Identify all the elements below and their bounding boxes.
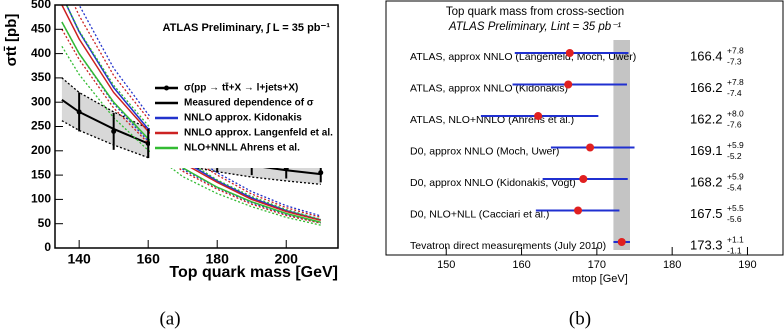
value-label: 166.2 <box>690 80 723 95</box>
panel-b: Top quark mass from cross-section ATLAS P… <box>385 0 784 285</box>
band-edge <box>61 28 321 224</box>
y-tick-label: 50 <box>38 216 52 230</box>
legend-swatch <box>164 85 169 91</box>
y-axis-label: σtt̄ [pb] <box>3 14 20 67</box>
legend-label: σ(pp → tt̄+X → l+jets+X) <box>184 82 298 94</box>
value-label: 166.4 <box>690 48 723 63</box>
y-tick-label: 500 <box>31 0 51 11</box>
error-high-label: +8.0 <box>727 108 744 118</box>
error-low-label: -5.4 <box>727 182 742 192</box>
title-bg <box>158 16 334 40</box>
point <box>145 141 151 147</box>
caption: (b) <box>569 308 591 329</box>
x-tick-label: 200 <box>275 251 299 267</box>
point <box>564 80 573 89</box>
x-axis-label: mtop [GeV] <box>572 273 628 285</box>
error-low-label: -1.1 <box>727 245 742 255</box>
error-low-label: -7.3 <box>727 56 742 66</box>
point <box>579 175 588 183</box>
value-label: 169.1 <box>690 143 723 158</box>
point <box>111 128 117 134</box>
value-label: 162.2 <box>690 111 723 126</box>
row-label: D0, approx NNLO (Moch, Uwer) <box>410 145 559 157</box>
y-tick-label: 0 <box>44 240 51 254</box>
x-tick-label: 180 <box>663 259 681 271</box>
point <box>586 143 595 152</box>
row-label: D0, NLO+NLL (Cacciari et al.) <box>410 208 549 220</box>
y-tick-label: 200 <box>31 143 51 157</box>
x-axis-label: Top quark mass [GeV] <box>169 264 338 281</box>
legend-label: Measured dependence of σ <box>184 98 314 109</box>
error-low-label: -7.6 <box>727 119 742 129</box>
x-tick-label: 160 <box>137 251 161 267</box>
x-tick-label: 170 <box>588 259 606 271</box>
error-high-label: +1.1 <box>727 234 744 244</box>
y-tick-label: 350 <box>31 70 51 84</box>
error-low-label: -5.2 <box>727 151 742 161</box>
chart-title: ATLAS Preliminary, ∫ L = 35 pb⁻¹ <box>163 22 331 34</box>
error-high-label: +5.9 <box>727 140 744 150</box>
y-tick-label: 100 <box>31 192 51 206</box>
x-tick-label: 140 <box>67 251 91 267</box>
x-tick-label: 160 <box>512 259 530 271</box>
point <box>76 109 82 115</box>
value-label: 168.2 <box>690 174 723 189</box>
panel-a: 0 50 100 150 200 250 300 350 400 450 500 140 160 180 2… <box>3 0 339 281</box>
y-tick-label: 250 <box>31 119 51 133</box>
point <box>574 206 583 215</box>
value-label: 173.3 <box>690 237 723 252</box>
legend-label: NNLO approx. Langenfeld et al. <box>184 128 333 139</box>
legend-label: NNLO approx. Kidonakis <box>184 113 302 124</box>
point <box>617 238 626 246</box>
x-tick-label: 190 <box>738 259 756 271</box>
x-tick-label: 150 <box>437 259 455 271</box>
error-high-label: +7.8 <box>727 77 744 87</box>
band-edge <box>73 5 321 219</box>
error-high-label: +5.9 <box>727 171 744 181</box>
error-high-label: +5.5 <box>727 203 744 213</box>
point <box>534 112 543 120</box>
value-label: 167.5 <box>690 206 723 221</box>
band <box>613 40 630 250</box>
error-low-label: -5.6 <box>727 214 742 224</box>
legend-label: NLO+NNLL Ahrens et al. <box>184 143 300 154</box>
error-low-label: -7.4 <box>727 88 742 98</box>
caption: (a) <box>159 308 180 329</box>
y-tick-label: 150 <box>31 167 51 181</box>
frame <box>385 0 784 256</box>
point <box>318 170 324 176</box>
y-tick-label: 300 <box>31 94 51 108</box>
point <box>565 49 574 57</box>
row-label: Tevatron direct measurements (July 2010) <box>410 240 606 252</box>
legend-bg <box>150 80 336 168</box>
row-label: D0, approx NNLO (Kidonakis, Vogt) <box>410 177 576 189</box>
chart-title: Top quark mass from cross-section <box>446 6 624 18</box>
error-high-label: +7.8 <box>727 45 744 55</box>
chart-subtitle: ATLAS Preliminary, Lint = 35 pb⁻¹ <box>448 21 621 33</box>
y-tick-label: 450 <box>31 21 51 35</box>
x-tick-label: 180 <box>206 251 230 267</box>
y-tick-label: 400 <box>31 46 51 60</box>
